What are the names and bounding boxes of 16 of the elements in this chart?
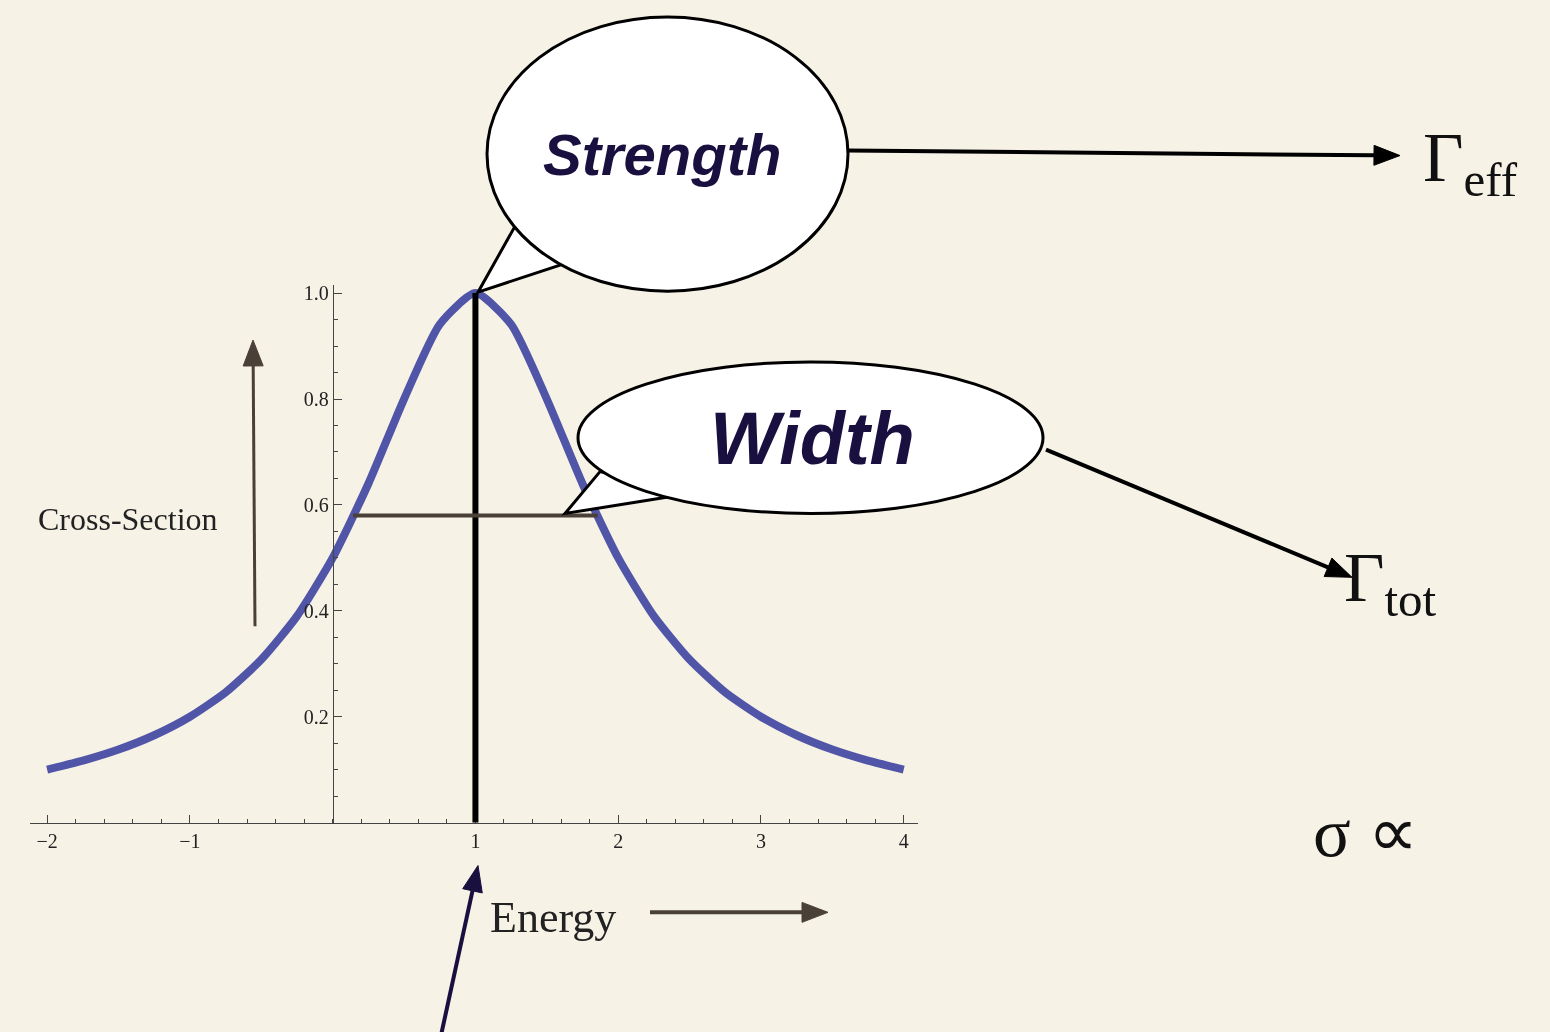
x-tick-label: 1 [470, 829, 481, 852]
y-tick-label: 1.0 [303, 282, 329, 305]
y-tick-label: 0.6 [303, 493, 329, 516]
y-axis-title: Cross-Section [38, 501, 218, 537]
y-tick-label: 0.4 [303, 599, 329, 622]
text: Γ$_{tot}$ [1344, 539, 1437, 627]
y-tick-label: 0.8 [303, 388, 329, 411]
text: σ ∝ [1313, 794, 1419, 871]
x-tick-label: 2 [613, 829, 624, 852]
x-tick-label: −1 [179, 829, 201, 852]
x-tick-label: −2 [36, 829, 58, 852]
x-tick-label: 4 [898, 829, 909, 852]
text: Γ$_{eff}$ [1423, 119, 1518, 207]
x-axis-title: Energy [490, 893, 617, 942]
x-tick-label: 3 [755, 829, 766, 852]
y-tick-label: 0.2 [303, 705, 329, 728]
